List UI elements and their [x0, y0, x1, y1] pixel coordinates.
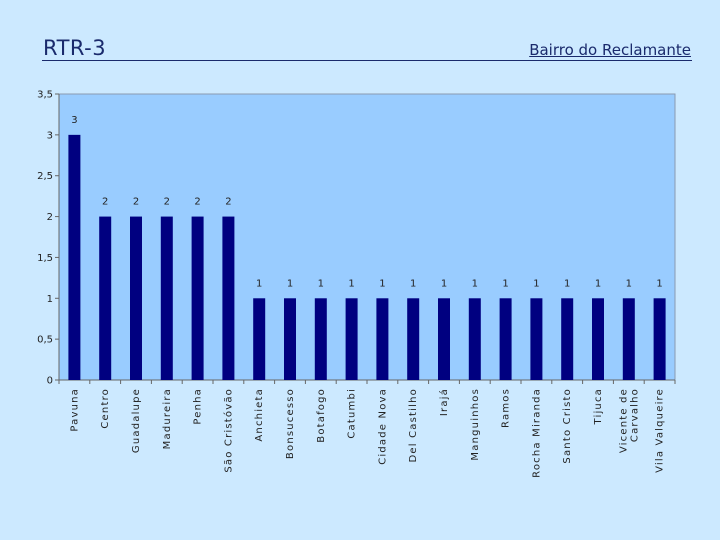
x-category-label: Guadalupe	[131, 388, 142, 453]
bar	[191, 216, 204, 380]
category-labels: Pavuna Centro Guadalupe Madureira Penha São C…	[69, 388, 665, 478]
bar	[499, 298, 512, 380]
x-category-label: Tijuca	[593, 388, 604, 426]
y-axis-ticks: 0 0,5 1 1,5 2 2,5 3 3,5	[37, 90, 676, 387]
bar-value-label: 2	[194, 197, 200, 208]
bar-value-label: 1	[410, 278, 416, 289]
bar	[130, 216, 142, 380]
bar	[622, 298, 635, 380]
x-category-label: Anchieta	[254, 388, 265, 442]
x-category-label: Bonsucesso	[285, 388, 296, 459]
bar-value-label: 2	[225, 197, 231, 208]
x-category-label: Penha	[193, 388, 204, 425]
x-category-label: Vila Valqueire	[655, 388, 666, 473]
bar-value-label: 1	[533, 278, 539, 289]
data-labels: 3 2 2 2 2 2 1 1 1 1 1 1 1 1 1 1 1 1 1 1	[71, 115, 663, 289]
bar	[99, 216, 112, 380]
x-category-label: Pavuna	[69, 388, 80, 432]
bar-value-label: 1	[502, 278, 508, 289]
x-category-label: Botafogo	[316, 388, 327, 443]
bar-value-label: 1	[441, 278, 447, 289]
x-category-label: Madureira	[162, 388, 173, 449]
x-category-label: Vicente de	[618, 388, 629, 453]
bar-value-label: 1	[626, 278, 632, 289]
bar	[407, 298, 420, 380]
bar-value-label: 1	[472, 278, 478, 289]
plot-area	[58, 93, 676, 381]
bars	[68, 134, 666, 380]
y-tick-label: 1	[47, 294, 53, 305]
bar-value-label: 2	[133, 197, 139, 208]
title-underline	[42, 60, 692, 61]
x-category-label: Manguinhos	[470, 388, 481, 461]
bar	[160, 216, 173, 380]
bar-value-label: 1	[287, 278, 293, 289]
bar-value-label: 2	[102, 197, 108, 208]
x-category-label: Del Castilho	[408, 388, 419, 462]
bar	[376, 298, 389, 380]
x-category-label: Santo Cristo	[562, 388, 573, 464]
bar	[438, 298, 450, 380]
bar-value-label: 1	[256, 278, 262, 289]
bar	[284, 298, 296, 380]
bar-value-label: 1	[318, 278, 324, 289]
y-tick-label: 2	[47, 212, 53, 223]
y-tick-label: 2,5	[37, 171, 53, 182]
y-tick-label: 0	[47, 376, 53, 387]
bar	[253, 298, 266, 380]
bar	[653, 298, 666, 380]
bar	[561, 298, 574, 380]
slide-title: RTR-3	[43, 36, 107, 60]
bar	[345, 298, 358, 380]
bar-value-label: 1	[348, 278, 354, 289]
y-tick-label: 0,5	[37, 335, 53, 346]
bar-value-label: 1	[595, 278, 601, 289]
x-category-label: Catumbi	[347, 388, 358, 439]
y-tick-label: 1,5	[37, 253, 53, 264]
chart-title: Bairro do Reclamante	[529, 41, 691, 59]
x-category-label: Carvalho	[629, 388, 640, 442]
bar-value-label: 2	[164, 197, 170, 208]
bar	[68, 134, 81, 380]
bar	[530, 298, 543, 380]
x-category-label: Cidade Nova	[377, 388, 388, 465]
bar-value-label: 3	[71, 115, 77, 126]
x-category-label: Centro	[100, 388, 111, 429]
bar	[314, 298, 327, 380]
bar-value-label: 1	[379, 278, 385, 289]
x-category-label: Rocha Miranda	[531, 388, 542, 478]
bar	[468, 298, 481, 380]
y-tick-label: 3	[47, 130, 53, 141]
bar	[222, 216, 235, 380]
x-category-label: São Cristóvão	[222, 388, 234, 473]
bar-value-label: 1	[564, 278, 570, 289]
bar-value-label: 1	[656, 278, 662, 289]
y-tick-label: 3,5	[37, 90, 53, 101]
x-category-label: Ramos	[501, 388, 512, 428]
x-category-label: Irajá	[438, 388, 450, 416]
bar	[592, 298, 604, 380]
